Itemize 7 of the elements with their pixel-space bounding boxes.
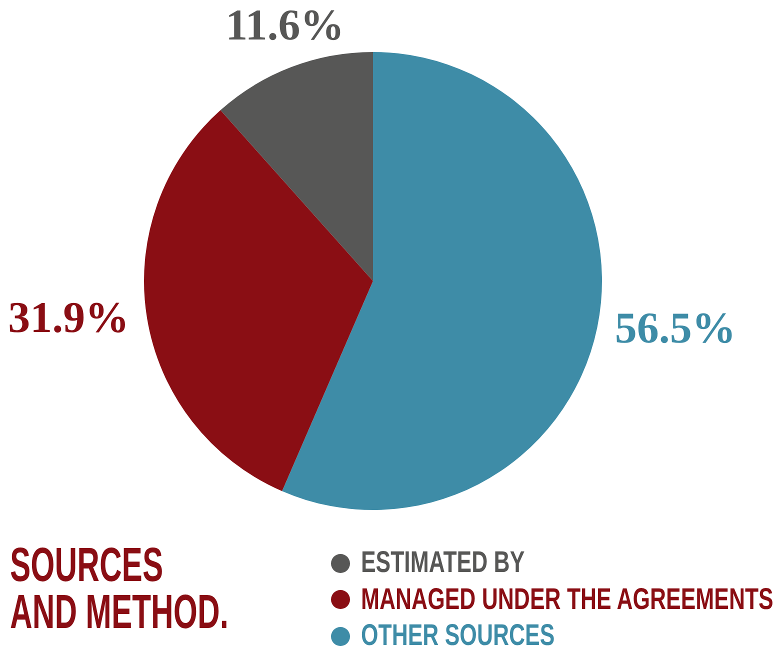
text: SOURCES AND METHOD. — [10, 539, 230, 639]
legend-label: OTHER SOURCES — [361, 619, 555, 654]
data-label: 56.5% — [614, 303, 736, 352]
data-label: 31.9% — [8, 292, 130, 342]
legend-label: MANAGED UNDER THE AGREEMENTS — [361, 582, 774, 617]
data-label: 11.6% — [226, 0, 344, 50]
legend-label: ESTIMATED BY — [361, 546, 525, 580]
